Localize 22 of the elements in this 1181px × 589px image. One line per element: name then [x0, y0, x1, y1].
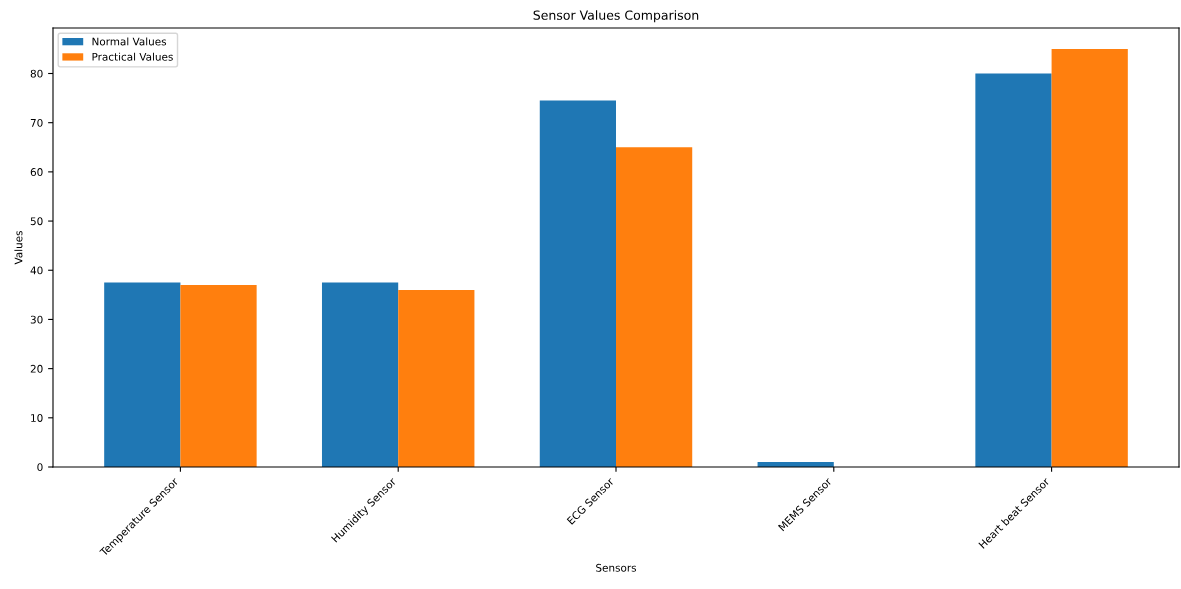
bar — [539, 100, 616, 467]
y-tick-label: 60 — [30, 168, 43, 176]
y-tick-label: 10 — [31, 414, 43, 422]
y-tick-label: 70 — [30, 118, 43, 127]
y-tick-label: 30 — [30, 315, 43, 324]
y-tick-label: 80 — [30, 69, 43, 78]
y-tick-label: 50 — [30, 217, 43, 226]
x-axis-title: Sensors — [596, 563, 637, 572]
bar — [104, 282, 181, 467]
bar — [321, 282, 399, 467]
bar — [975, 73, 1052, 467]
y-axis-title: Values — [14, 230, 23, 265]
bar — [1051, 48, 1128, 467]
bar — [180, 285, 257, 467]
y-tick-label: 20 — [30, 364, 43, 373]
bar — [616, 147, 693, 467]
chart-title: Sensor Values Comparison — [533, 10, 699, 23]
bar — [398, 289, 475, 467]
legend-label: Practical Values — [92, 52, 173, 61]
y-tick-label: 0 — [37, 463, 43, 472]
legend-label: Normal Values — [92, 37, 167, 46]
y-tick-label: 40 — [30, 266, 43, 275]
